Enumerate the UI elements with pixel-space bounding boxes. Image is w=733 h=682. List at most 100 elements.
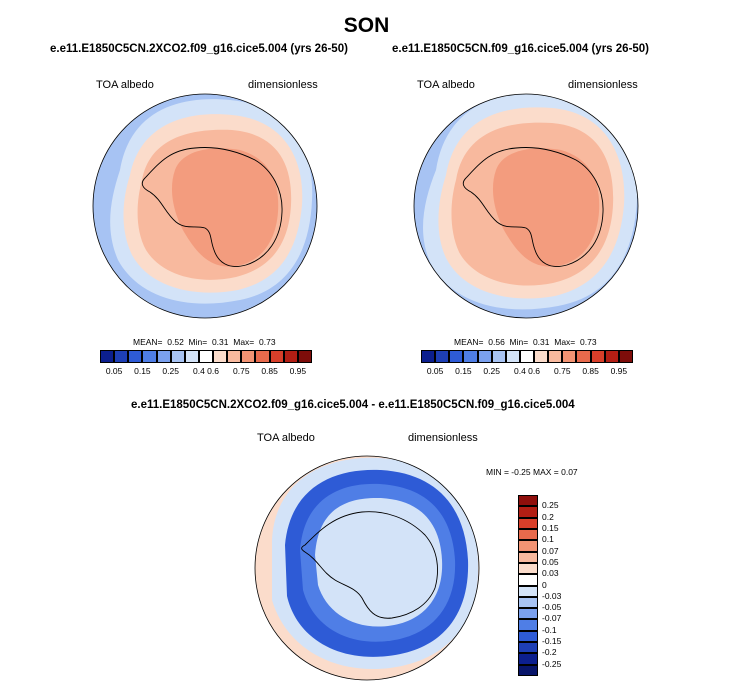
diff-colorbar-box xyxy=(518,653,538,665)
diff-colorbar xyxy=(518,495,538,676)
diff-colorbar-tick-label: 0.25 xyxy=(542,500,559,511)
diff-colorbar-box xyxy=(518,630,538,643)
panel1-colorbar-tick-label: 0.85 xyxy=(261,366,278,376)
panel1-colorbar-tick-label: 0.25 xyxy=(162,366,179,376)
panel2-colorbar-box xyxy=(463,350,478,363)
panel2-colorbar-box xyxy=(505,350,520,363)
diff-outer-field xyxy=(255,456,479,680)
diff-colorbar-tick-label: 0.15 xyxy=(542,522,559,533)
panel1-title: e.e11.E1850C5CN.2XCO2.f09_g16.cice5.004 … xyxy=(50,43,348,55)
diff-title: e.e11.E1850C5CN.2XCO2.f09_g16.cice5.004 … xyxy=(131,399,575,411)
diff-variable-label: TOA albedo xyxy=(257,432,315,444)
panel1-colorbar-box xyxy=(128,350,143,363)
panel2-band-salmon xyxy=(451,122,614,286)
diff-colorbar-box xyxy=(518,642,538,654)
diff-colorbar-box xyxy=(518,585,538,597)
panel2-title: e.e11.E1850C5CN.f09_g16.cice5.004 (yrs 2… xyxy=(392,43,650,55)
diff-colorbar-tick-label: -0.1 xyxy=(542,624,557,635)
diff-colorbar-tick-label: 0.03 xyxy=(542,568,559,579)
panel1-colorbar xyxy=(100,350,312,363)
panel1-ocean-field xyxy=(93,94,317,318)
diff-colorbar-tick-label: -0.07 xyxy=(542,613,562,624)
diff-band-outer xyxy=(272,457,479,670)
panel1-stats: MEAN= 0.52 Min= 0.31 Max= 0.73 xyxy=(133,337,276,347)
panel2-colorbar-box xyxy=(449,350,464,363)
panel2-colorbar-box xyxy=(548,350,563,363)
panel1-colorbar-box xyxy=(170,350,185,363)
panel2-stats: MEAN= 0.56 Min= 0.31 Max= 0.73 xyxy=(454,337,597,347)
diff-colorbar-box xyxy=(518,619,538,631)
panel2-colorbar-box xyxy=(491,350,506,363)
panel2-colorbar-tick-label: 0.6 xyxy=(528,366,540,376)
diff-colorbar-tick-label: -0.2 xyxy=(542,647,557,658)
panel1-colorbar-box xyxy=(227,350,242,363)
panel1-colorbar-tick-label: 0.4 xyxy=(193,366,205,376)
panel1-colorbar-box xyxy=(184,350,199,363)
panel1-interior xyxy=(171,148,279,267)
panel1-coastline xyxy=(141,147,283,267)
panel1-colorbar-box xyxy=(156,350,171,363)
diff-colorbar-box xyxy=(518,540,538,552)
panel1-colorbar-tick-label: 0.75 xyxy=(233,366,250,376)
panel2-colorbar-box xyxy=(477,350,492,363)
panel2-band-light xyxy=(423,94,638,310)
diff-colorbar-box xyxy=(518,562,538,575)
diff-colorbar-tick-label: 0.07 xyxy=(542,545,559,556)
panel2-colorbar-tick-label: 0.75 xyxy=(554,366,571,376)
diff-colorbar-box xyxy=(518,574,538,586)
panel1-colorbar-tick-label: 0.6 xyxy=(207,366,219,376)
panel2-colorbar-box xyxy=(590,350,605,363)
diff-colorbar-tick-label: 0.2 xyxy=(542,511,554,522)
page-title: SON xyxy=(343,14,390,37)
diff-colorbar-box xyxy=(518,517,538,529)
diff-colorbar-tick-label: 0 xyxy=(542,579,547,590)
diff-colorbar-tick-label: -0.05 xyxy=(542,602,562,613)
diff-colorbar-box xyxy=(518,528,538,541)
diff-colorbar-box xyxy=(518,506,538,518)
panel2-colorbar-box xyxy=(576,350,591,363)
panel2-band-pale xyxy=(438,107,625,299)
panel2-colorbar-ticks: 0.05 0.15 0.25 0.4 0.6 0.75 0.85 0.95 xyxy=(421,366,633,378)
diff-minmax: MIN = -0.25 MAX = 0.07 xyxy=(486,467,578,477)
diff-colorbar-tick-label: 0.1 xyxy=(542,534,554,545)
diff-coastline xyxy=(301,511,438,619)
panel2-map-border xyxy=(413,93,639,319)
diff-colorbar-box xyxy=(518,495,538,507)
panel2-units-label: dimensionless xyxy=(568,79,638,91)
panel2-colorbar-tick-label: 0.95 xyxy=(610,366,628,376)
diff-colorbar-ticks: 0.25 0.2 0.15 0.1 0.07 0.05 0.03 0 -0.03 -0.05 -0.… xyxy=(542,495,582,676)
panel2-colorbar-box xyxy=(562,350,577,363)
panel1-variable-label: TOA albedo xyxy=(96,79,154,91)
panel1-colorbar-box xyxy=(142,350,157,363)
panel2-colorbar-box xyxy=(519,350,535,363)
panel2-interior xyxy=(492,148,600,267)
panel2-colorbar-tick-label: 0.4 xyxy=(514,366,526,376)
panel1-colorbar-tick-label: 0.95 xyxy=(289,366,307,376)
panel2-colorbar-tick-label: 0.15 xyxy=(455,366,472,376)
diff-colorbar-box xyxy=(518,608,538,620)
panel2-colorbar-tick-label: 0.25 xyxy=(483,366,500,376)
panel1-map-border xyxy=(92,93,318,319)
panel1-colorbar-box xyxy=(198,350,214,363)
diff-interior xyxy=(315,497,443,627)
panel1-band-pale xyxy=(123,114,303,293)
diff-band-mid xyxy=(300,483,456,642)
panel1-colorbar-box xyxy=(114,350,129,363)
diff-colorbar-tick-label: 0.05 xyxy=(542,556,559,567)
panel1-colorbar-box xyxy=(297,350,312,363)
panel2-colorbar-box xyxy=(604,350,619,363)
panel1-band-light xyxy=(110,99,313,304)
panel2-colorbar xyxy=(421,350,633,363)
panel1-colorbar-box xyxy=(241,350,256,363)
panel1-colorbar-tick-label: 0.15 xyxy=(134,366,151,376)
panel1-colorbar-box xyxy=(269,350,284,363)
panel2-colorbar-box xyxy=(421,350,436,363)
panel2-colorbar-box xyxy=(618,350,633,363)
panel1-colorbar-tick-label: 0.05 xyxy=(105,366,123,376)
diff-colorbar-tick-label: -0.15 xyxy=(542,636,562,647)
diff-colorbar-box xyxy=(518,664,538,676)
panel1-band-salmon xyxy=(137,129,292,280)
diff-band-strong xyxy=(285,469,469,657)
panel2-colorbar-tick-label: 0.85 xyxy=(582,366,599,376)
